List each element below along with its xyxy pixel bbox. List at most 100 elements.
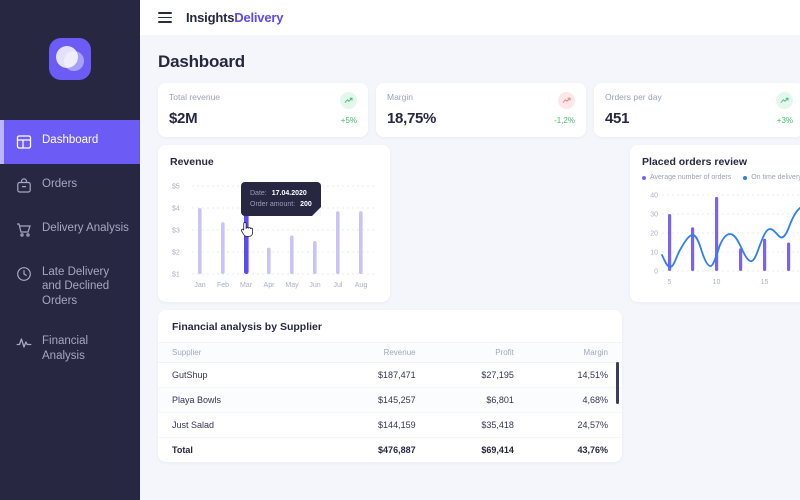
kpi-label: Margin <box>387 92 413 102</box>
kpi-card-margin[interactable]: Margin 18,75% -1,2% <box>376 83 586 137</box>
legend-label: On time delivery rent <box>751 174 800 181</box>
svg-text:$4: $4 <box>172 206 180 213</box>
sidebar-item-financial-analysis[interactable]: Financial Analysis <box>0 321 140 376</box>
svg-text:$1: $1 <box>172 272 180 279</box>
kpi-cards: Total revenue $2M +5% Margin <box>158 83 800 137</box>
svg-text:20: 20 <box>650 231 658 238</box>
svg-text:$2: $2 <box>172 250 180 257</box>
financial-analysis-table: Supplier Revenue Profit Margin GutShup $… <box>158 342 622 462</box>
main-area: InsightsDelivery Text information Text l… <box>140 0 800 500</box>
placed-orders-review-chart-card: Placed orders review Average number of o… <box>630 145 800 302</box>
legend-item-on-time-delivery: On time delivery rent <box>743 174 800 181</box>
sidebar: Dashboard Orders Delivery Analysis <box>0 0 140 500</box>
orders-chart-legend: Average number of orders On time deliver… <box>642 174 800 181</box>
bag-icon <box>16 178 32 194</box>
sidebar-item-late-delivery-declined-orders[interactable]: Late Delivery and Declined Orders <box>0 252 140 321</box>
cell-supplier: Playa Bowls <box>158 387 321 413</box>
column-header-revenue[interactable]: Revenue <box>320 342 430 363</box>
tooltip-amount-label: Order amount: <box>250 201 296 209</box>
cell-profit: $35,418 <box>429 412 528 438</box>
legend-label: Average number of orders <box>650 174 732 181</box>
column-header-profit[interactable]: Profit <box>429 342 528 363</box>
clock-icon <box>16 266 32 282</box>
svg-text:Aug: Aug <box>355 282 368 289</box>
revenue-tooltip: Date: 17.04.2020 Order amount: 200 <box>241 182 321 217</box>
cell-margin: 43,76% <box>577 445 608 455</box>
cell-margin: 14,51% <box>527 362 622 388</box>
cell-profit: $69,414 <box>481 445 514 455</box>
brand-title: InsightsDelivery <box>186 10 283 25</box>
sidebar-item-delivery-analysis[interactable]: Delivery Analysis <box>0 208 140 252</box>
brand-second: Delivery <box>234 10 284 25</box>
kpi-delta: -1,2% <box>554 116 575 125</box>
orders-chart-title: Placed orders review <box>642 156 748 168</box>
svg-text:May: May <box>285 282 299 289</box>
svg-text:$3: $3 <box>172 228 180 235</box>
logo-container[interactable] <box>0 0 140 118</box>
cart-icon <box>16 222 32 238</box>
tooltip-amount-value: 200 <box>300 201 312 209</box>
cell-revenue: $476,887 <box>378 445 416 455</box>
tooltip-date-label: Date: <box>250 190 267 197</box>
sidebar-item-label: Orders <box>42 178 78 190</box>
cell-supplier: Total <box>172 445 193 455</box>
revenue-chart-title: Revenue <box>170 156 214 168</box>
table-header-row: Supplier Revenue Profit Margin <box>158 342 622 363</box>
table-scrollbar[interactable] <box>616 362 619 404</box>
kpi-label: Total revenue <box>169 92 221 102</box>
legend-dot-icon <box>642 175 646 180</box>
page-header: Dashboard 01.04.2020 - 30.04.2020 <box>158 45 800 79</box>
sidebar-nav: Dashboard Orders Delivery Analysis <box>0 120 140 376</box>
financial-analysis-table-card: Financial analysis by Supplier Supplier … <box>158 310 622 462</box>
sidebar-item-label: Dashboard <box>42 134 99 146</box>
trend-up-icon <box>776 92 793 109</box>
cell-revenue: $144,159 <box>320 412 430 438</box>
sidebar-item-orders[interactable]: Orders <box>0 164 140 208</box>
kpi-value: 18,75% <box>387 110 437 127</box>
svg-text:10: 10 <box>650 250 658 257</box>
table-row[interactable]: Playa Bowls $145,257 $6,801 4,68% <box>158 387 622 413</box>
svg-text:5: 5 <box>668 279 672 286</box>
cell-supplier: Just Salad <box>158 412 321 438</box>
topbar: InsightsDelivery Text information Text l… <box>140 0 800 35</box>
kpi-value: 451 <box>605 110 630 127</box>
column-header-margin[interactable]: Margin <box>527 342 622 363</box>
table-title: Financial analysis by Supplier <box>172 321 322 333</box>
table-row[interactable]: Just Salad $144,159 $35,418 24,57% <box>158 412 622 438</box>
legend-dot-icon <box>743 175 748 180</box>
svg-text:$5: $5 <box>172 184 180 191</box>
sidebar-item-dashboard[interactable]: Dashboard <box>0 120 140 164</box>
kpi-label: Orders per day <box>605 92 662 102</box>
svg-text:Jun: Jun <box>309 282 320 289</box>
cell-profit: $6,801 <box>429 387 528 413</box>
column-header-supplier[interactable]: Supplier <box>158 342 321 363</box>
kpi-value: $2M <box>169 110 198 127</box>
cell-profit: $27,195 <box>429 362 528 388</box>
hamburger-icon[interactable] <box>158 12 172 23</box>
legend-item-avg-orders: Average number of orders <box>642 174 731 181</box>
sidebar-item-label: Delivery Analysis <box>42 222 129 234</box>
trend-up-icon <box>340 92 357 109</box>
page-title: Dashboard <box>158 52 245 71</box>
svg-text:Mar: Mar <box>240 282 253 289</box>
mouse-cursor-icon <box>240 222 253 237</box>
cell-margin: 4,68% <box>527 387 622 413</box>
kpi-delta: +3% <box>776 116 793 125</box>
svg-text:10: 10 <box>713 279 721 286</box>
svg-text:Jan: Jan <box>194 282 205 289</box>
cell-margin: 24,57% <box>527 412 622 438</box>
app-logo-icon <box>49 38 91 80</box>
sidebar-item-label: Financial Analysis <box>42 335 89 362</box>
kpi-card-total-revenue[interactable]: Total revenue $2M +5% <box>158 83 368 137</box>
svg-text:Apr: Apr <box>264 282 276 289</box>
svg-text:40: 40 <box>650 193 658 200</box>
content: Dashboard 01.04.2020 - 30.04.2020 Total … <box>140 35 800 500</box>
svg-text:0: 0 <box>654 269 658 276</box>
dashboard-grid-icon <box>16 134 32 150</box>
kpi-card-orders-per-day[interactable]: Orders per day 451 +3% <box>594 83 800 137</box>
table-row[interactable]: GutShup $187,471 $27,195 14,51% <box>158 362 622 388</box>
cell-revenue: $187,471 <box>320 362 430 388</box>
